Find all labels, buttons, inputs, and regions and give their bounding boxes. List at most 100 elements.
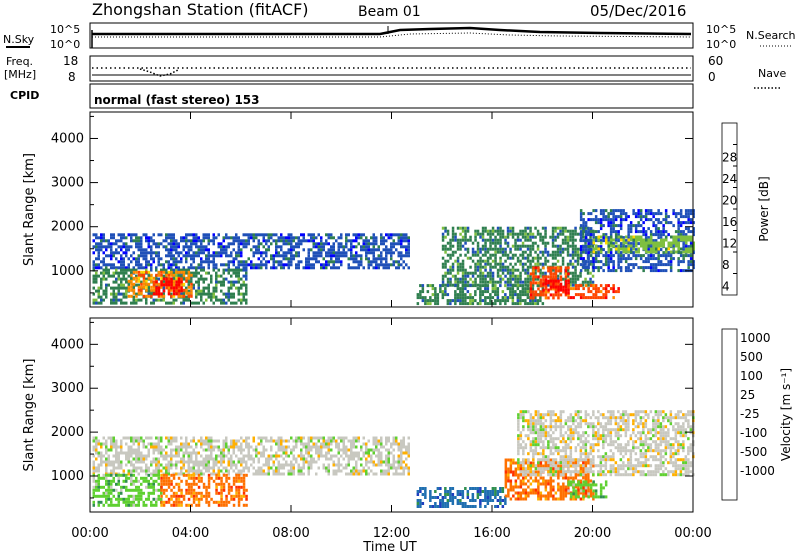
velocity-cell — [330, 448, 333, 452]
power-cell — [207, 236, 210, 240]
power-cell — [332, 251, 335, 255]
power-cell — [175, 245, 178, 249]
power-cell — [187, 298, 190, 302]
velocity-cell — [235, 491, 238, 495]
power-cell — [434, 302, 437, 306]
velocity-cell — [242, 482, 246, 486]
velocity-cell — [365, 442, 368, 446]
power-cell — [665, 250, 668, 254]
power-cell — [491, 277, 495, 281]
power-cell — [662, 224, 665, 228]
velocity-cell — [272, 454, 275, 458]
velocity-cell — [212, 457, 215, 461]
power-cell — [402, 245, 405, 249]
velocity-cell — [342, 436, 345, 440]
power-cell — [352, 239, 355, 243]
power-cell — [476, 302, 480, 306]
velocity-cell — [140, 497, 143, 501]
power-cell — [212, 295, 215, 299]
power-cell — [307, 248, 310, 252]
power-cell — [295, 263, 298, 267]
velocity-cell — [355, 439, 358, 443]
velocity-cell — [187, 488, 191, 492]
velocity-cell — [177, 497, 181, 501]
velocity-cell — [115, 466, 118, 470]
power-cell — [152, 233, 155, 237]
velocity-cell — [132, 497, 135, 501]
power-cell — [272, 257, 275, 261]
power-cell — [267, 260, 270, 264]
velocity-cell — [262, 463, 265, 467]
velocity-cell — [315, 448, 318, 452]
velocity-cell — [200, 436, 203, 440]
power-cell — [587, 296, 590, 300]
velocity-cell — [102, 460, 105, 464]
power-cell — [542, 266, 545, 270]
power-cell — [677, 235, 680, 239]
power-cell — [137, 248, 140, 252]
power-cell — [242, 239, 245, 243]
power-cell — [579, 226, 582, 230]
nsearch-tick-bottom: 10^0 — [706, 38, 736, 51]
velocity-cell — [97, 451, 100, 455]
power-cell — [242, 283, 245, 287]
velocity-cell — [120, 463, 123, 467]
velocity-cell — [200, 463, 203, 467]
power-cell — [375, 263, 378, 267]
power-cell — [227, 292, 230, 296]
velocity-cell — [125, 503, 128, 507]
power-cell — [155, 286, 158, 290]
power-cell — [265, 233, 268, 237]
velocity-cell — [320, 442, 323, 446]
power-cell — [476, 262, 480, 266]
velocity-cell — [95, 482, 98, 486]
velocity-cell — [260, 442, 263, 446]
power-cell — [459, 277, 462, 281]
power-cell — [290, 233, 293, 237]
velocity-cell — [347, 472, 350, 476]
power-cell — [340, 251, 343, 255]
power-cell — [400, 236, 403, 240]
power-cell — [539, 235, 542, 239]
velocity-cell — [392, 466, 395, 470]
power-cell — [125, 236, 128, 240]
power-cell — [112, 298, 115, 302]
power-cell — [197, 280, 200, 284]
velocity-cell — [197, 469, 200, 473]
power-cell — [117, 271, 120, 275]
power-cell — [242, 280, 245, 284]
power-cell — [170, 280, 173, 284]
power-cell — [632, 251, 635, 255]
power-cell — [352, 245, 355, 249]
power-cell — [456, 244, 460, 248]
velocity-cell — [237, 497, 241, 501]
power-cell — [287, 248, 290, 252]
power-cell — [112, 289, 115, 293]
velocity-cell — [390, 451, 393, 455]
power-cell — [441, 274, 445, 278]
velocity-cell — [357, 451, 360, 455]
power-cell — [571, 235, 575, 239]
power-cell — [501, 277, 505, 281]
velocity-cell — [297, 466, 300, 470]
velocity-cell — [230, 442, 233, 446]
velocity-cell — [350, 472, 353, 476]
power-cell — [185, 257, 188, 261]
velocity-cell — [95, 445, 98, 449]
power-cell — [466, 296, 470, 300]
power-cell — [552, 285, 555, 289]
power-cell — [687, 218, 690, 222]
power-cell — [496, 268, 500, 272]
velocity-cell — [202, 448, 205, 452]
power-cell — [172, 279, 176, 283]
power-cell — [489, 277, 492, 281]
velocity-cell — [287, 454, 290, 458]
power-cell — [647, 260, 650, 264]
power-cell — [642, 247, 645, 251]
power-cell — [625, 235, 628, 239]
power-cell — [392, 239, 395, 243]
power-cell — [157, 242, 160, 246]
velocity-cell — [300, 451, 303, 455]
velocity-cell — [360, 463, 363, 467]
power-cell — [689, 263, 693, 267]
